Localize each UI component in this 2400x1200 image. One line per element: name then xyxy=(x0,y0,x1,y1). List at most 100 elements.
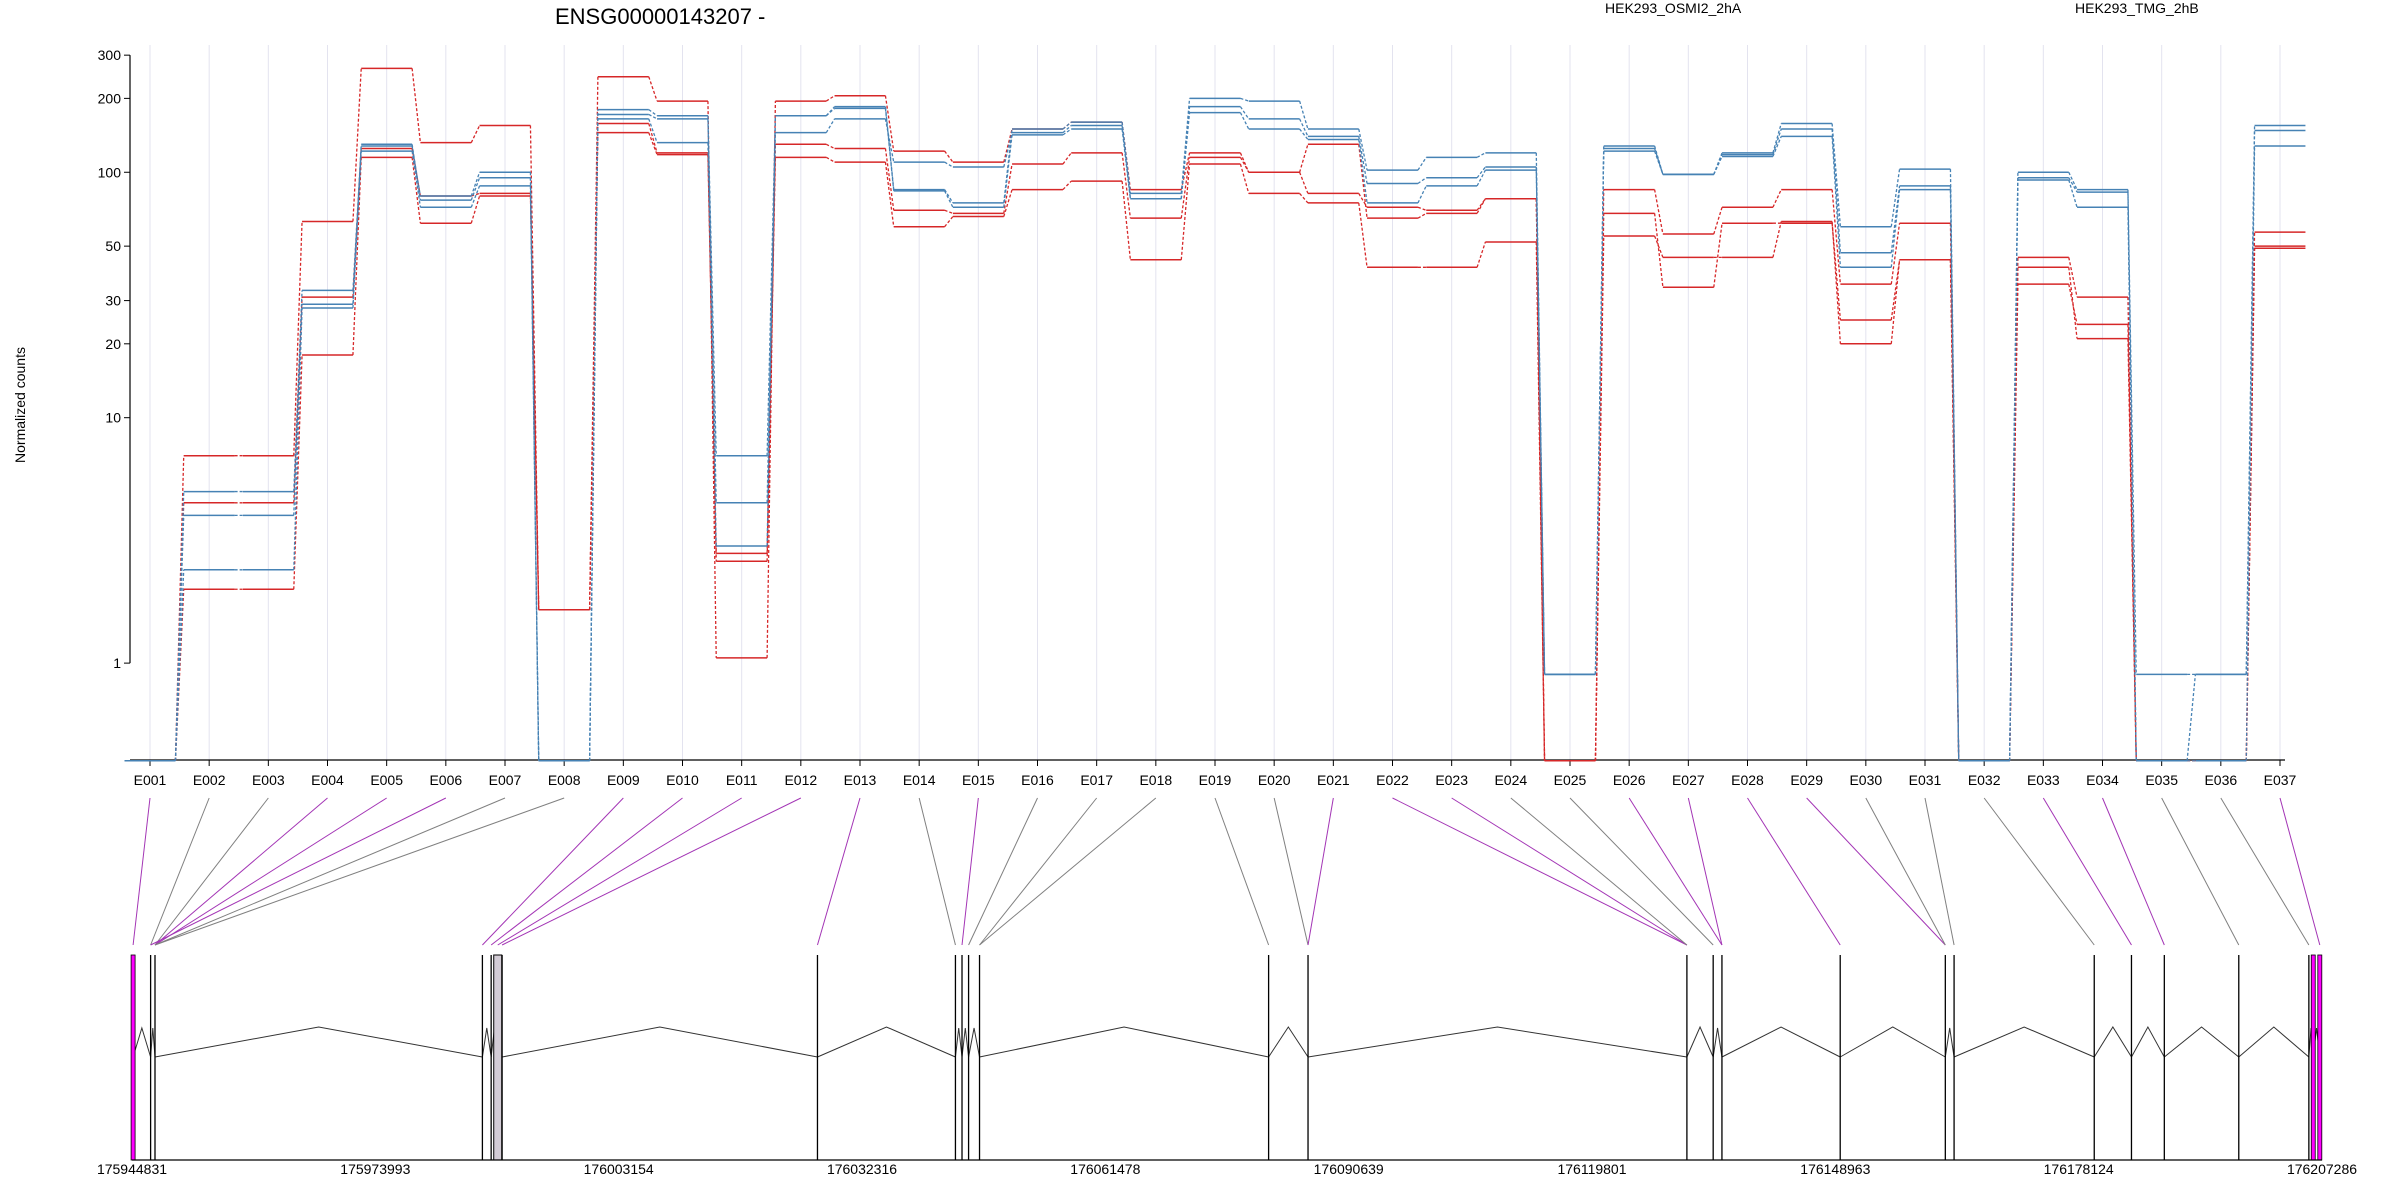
series-5-link-18 xyxy=(1239,112,1250,130)
series-4-link-35 xyxy=(2245,130,2256,675)
series-2-link-6 xyxy=(529,193,540,610)
intron-8 xyxy=(954,1027,963,1058)
connector-E018 xyxy=(979,797,1157,946)
series-2-link-15 xyxy=(1062,152,1072,165)
intron-3 xyxy=(481,1027,492,1058)
intron-16 xyxy=(1721,1026,1841,1058)
x-tick-label-E035: E035 xyxy=(2145,772,2178,788)
series-4-link-14 xyxy=(1003,132,1013,168)
series-0-link-10 xyxy=(766,101,777,658)
coordinate-label-6: 176119801 xyxy=(1557,1161,1626,1177)
series-5-link-3 xyxy=(352,151,362,308)
series-4-link-8 xyxy=(648,113,658,120)
series-4-link-23 xyxy=(1535,167,1546,675)
intron-2 xyxy=(154,1026,483,1058)
series-5-link-14 xyxy=(1003,134,1013,208)
series-5-link-2 xyxy=(293,307,303,570)
y-tick-label-20: 20 xyxy=(105,336,121,352)
intron-1 xyxy=(150,1027,156,1058)
series-0-link-19 xyxy=(1299,172,1309,194)
series-0-link-5 xyxy=(470,125,481,143)
connector-E010 xyxy=(490,797,683,946)
series-2-link-23 xyxy=(1535,198,1546,761)
x-tick-label-E018: E018 xyxy=(1139,772,1172,788)
series-2-link-28 xyxy=(1831,223,1842,321)
series-1-link-5 xyxy=(470,195,481,224)
series-2-link-18 xyxy=(1239,157,1250,173)
series-1-link-11 xyxy=(825,156,835,163)
x-axis: E001 E002 E003 E004 E005 E006 E007 E008 E009 E010… xyxy=(130,759,2297,788)
series-5-link-31 xyxy=(2008,179,2019,761)
x-tick-label-E006: E006 xyxy=(429,772,462,788)
intron-17 xyxy=(1839,1026,1946,1058)
series-4-link-18 xyxy=(1239,106,1250,120)
series-5-link-25 xyxy=(1653,150,1664,175)
series-2-link-12 xyxy=(884,148,895,211)
series-0-link-12 xyxy=(884,95,895,152)
series-5-link-27 xyxy=(1772,136,1782,157)
intron-22 xyxy=(2164,1026,2240,1058)
series-0-link-28 xyxy=(1831,189,1842,285)
y-tick-label-10: 10 xyxy=(105,410,121,426)
series-5-link-0 xyxy=(174,569,185,761)
connector-E015 xyxy=(961,797,979,946)
x-tick-label-E011: E011 xyxy=(726,772,758,788)
connector-E004 xyxy=(154,797,328,946)
x-tick-label-E021: E021 xyxy=(1317,772,1350,788)
series-0-link-22 xyxy=(1476,198,1486,211)
series-5-link-4 xyxy=(411,150,422,208)
series-5-link-20 xyxy=(1358,139,1368,204)
connector-E014 xyxy=(918,797,956,946)
series-0-link-13 xyxy=(944,150,954,163)
x-tick-label-E012: E012 xyxy=(784,772,817,788)
intron-9 xyxy=(961,1027,970,1058)
series-1-link-6 xyxy=(529,196,540,610)
intron-13 xyxy=(1307,1026,1687,1058)
series-2-link-25 xyxy=(1653,213,1664,288)
coordinate-label-4: 176061478 xyxy=(1070,1161,1140,1177)
x-tick-label-E037: E037 xyxy=(2264,772,2297,788)
series-2-link-33 xyxy=(2127,324,2137,761)
series-3-link-8 xyxy=(648,109,658,117)
connector-E020 xyxy=(1273,797,1309,946)
series-0-link-21 xyxy=(1417,206,1427,211)
series-3-link-19 xyxy=(1298,100,1309,130)
series-5-link-28 xyxy=(1831,136,1842,268)
x-tick-label-E034: E034 xyxy=(2086,772,2119,788)
intron-23 xyxy=(2238,1026,2310,1058)
y-tick-label-100: 100 xyxy=(98,164,122,180)
intron-20 xyxy=(2093,1026,2132,1058)
series-2-link-0 xyxy=(174,502,185,761)
series-5-link-26 xyxy=(1713,156,1723,175)
coordinate-label-7: 176148963 xyxy=(1800,1161,1870,1177)
connector-E027 xyxy=(1687,797,1723,946)
series-3-link-15 xyxy=(1062,121,1072,130)
series-1-link-3 xyxy=(352,157,362,356)
connector-E005 xyxy=(154,797,387,946)
series-0-link-4 xyxy=(411,68,422,143)
series-2-link-26 xyxy=(1713,223,1723,288)
connector-E019 xyxy=(1214,797,1270,946)
series-2-link-17 xyxy=(1180,157,1191,219)
coordinate-label-3: 176032316 xyxy=(827,1161,897,1177)
x-tick-label-E026: E026 xyxy=(1613,772,1646,788)
series-0-link-2 xyxy=(293,221,303,456)
series-1-link-20 xyxy=(1358,202,1368,268)
series-3-link-5 xyxy=(470,172,481,197)
series-5-link-15 xyxy=(1062,128,1072,136)
connector-E022 xyxy=(1392,797,1688,946)
coordinate-label-8: 176178124 xyxy=(2044,1161,2114,1177)
series-2-link-11 xyxy=(825,143,835,150)
connector-E032 xyxy=(1983,797,2095,946)
x-tick-label-E008: E008 xyxy=(548,772,581,788)
legend-label-osmi2: HEK293_OSMI2_2hA xyxy=(1605,0,1742,16)
series-1-link-16 xyxy=(1121,181,1132,260)
series-0-link-11 xyxy=(825,95,835,102)
intron-12 xyxy=(1268,1026,1309,1058)
series-1-link-12 xyxy=(884,162,895,227)
series-0-link-25 xyxy=(1653,189,1664,235)
series-1-link-19 xyxy=(1299,192,1309,204)
intron-18 xyxy=(1944,1027,1955,1058)
series-2-link-20 xyxy=(1358,144,1368,219)
intron-0 xyxy=(132,1026,152,1058)
